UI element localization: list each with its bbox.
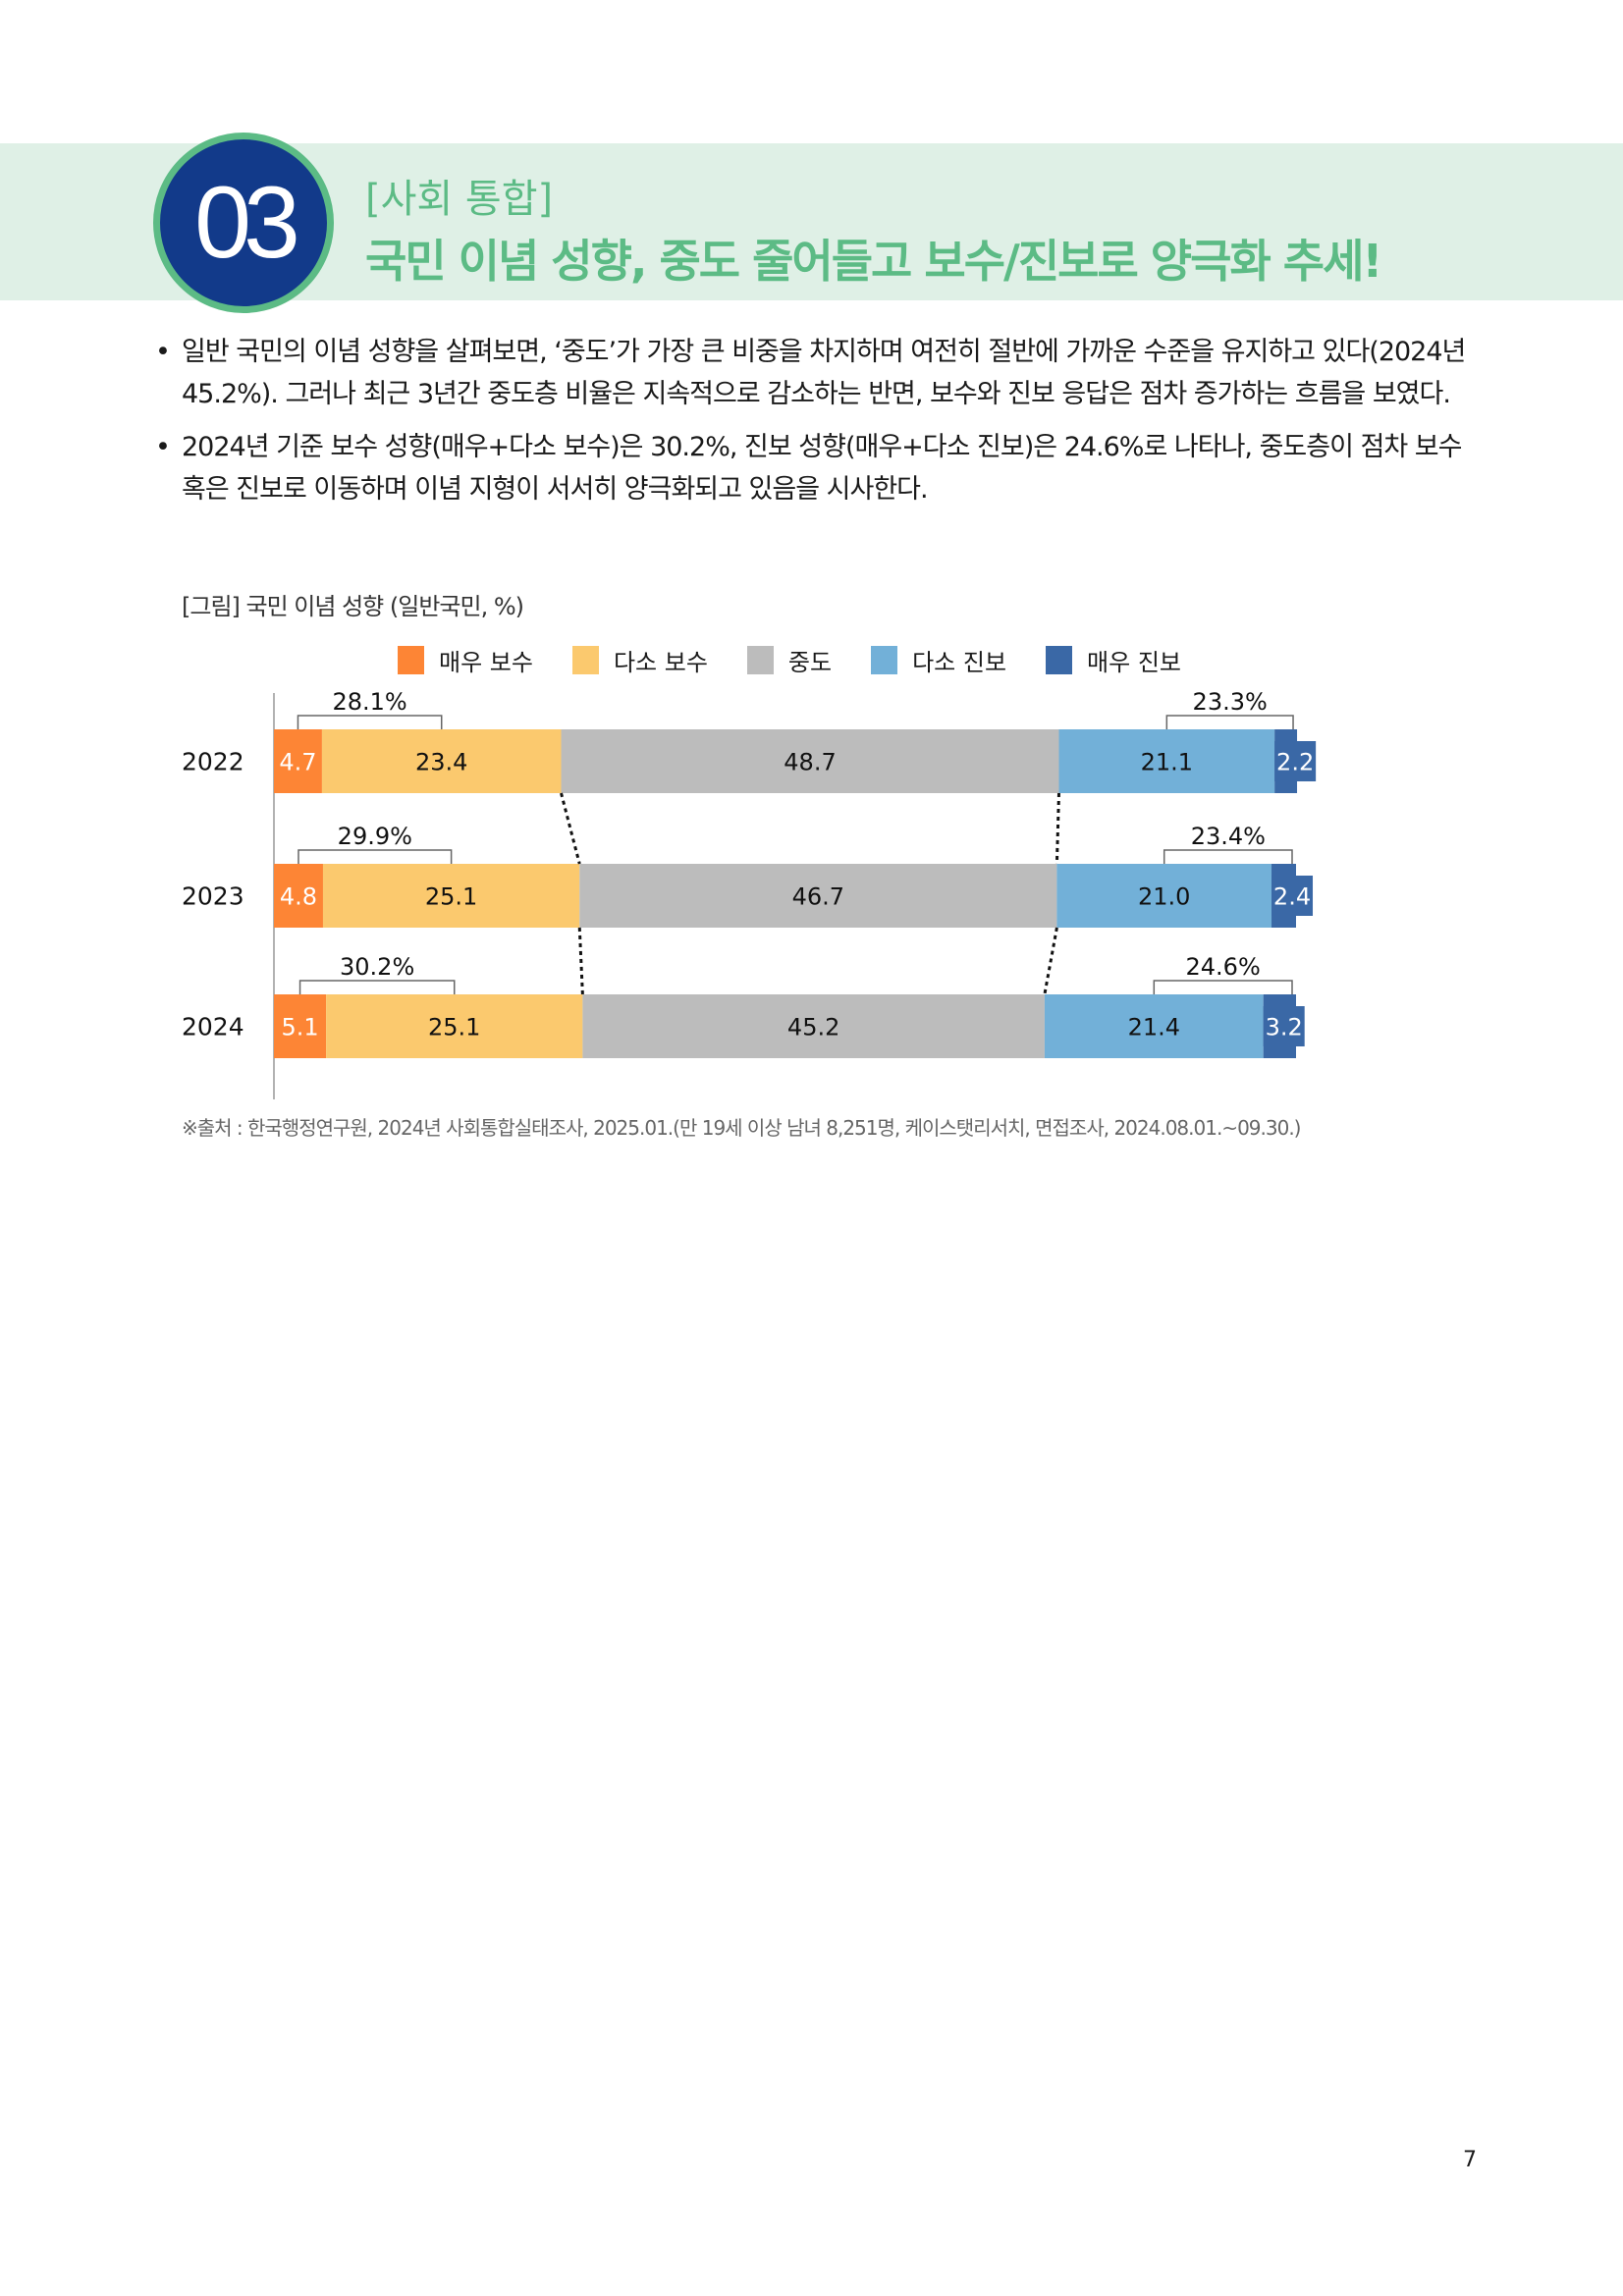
conservative-total: 28.1% bbox=[332, 688, 406, 716]
legend-swatch bbox=[746, 646, 774, 674]
data-label: 48.7 bbox=[784, 749, 836, 776]
chart-title: [그림] 국민 이념 성향 (일반국민, %) bbox=[182, 593, 524, 620]
data-label: 2.2 bbox=[1276, 749, 1314, 776]
legend-label: 매우 진보 bbox=[1087, 649, 1181, 676]
bar-segment bbox=[1056, 864, 1272, 928]
legend-item: 매우 보수 bbox=[398, 643, 533, 677]
legend-label: 중도 bbox=[787, 649, 833, 676]
conservative-total: 30.2% bbox=[340, 953, 414, 981]
progressive-total: 24.6% bbox=[1186, 953, 1261, 981]
connector-line bbox=[577, 927, 584, 995]
progressive-bracket bbox=[1165, 715, 1294, 729]
legend-label: 다소 진보 bbox=[912, 649, 1007, 676]
bar-segment bbox=[582, 994, 1045, 1058]
data-label: 21.1 bbox=[1141, 749, 1193, 776]
bar-segment bbox=[1058, 729, 1275, 793]
category-label: 2022 bbox=[182, 748, 244, 776]
connector-line bbox=[1043, 927, 1058, 995]
chart-legend: 매우 보수 다소 보수 중도 다소 진보 매우 진보 bbox=[398, 643, 1220, 677]
bullet-dot: • bbox=[155, 432, 171, 462]
bar-label-box bbox=[1263, 1006, 1305, 1046]
source-note: ※출처 : 한국행정연구원, 2024년 사회통합실태조사, 2025.01.(… bbox=[182, 1116, 1301, 1140]
bar-segment bbox=[579, 864, 1057, 928]
data-label: 4.8 bbox=[280, 883, 317, 911]
bullet-dot: • bbox=[155, 337, 171, 367]
progressive-bracket bbox=[1163, 849, 1293, 864]
bar-segment bbox=[1044, 994, 1264, 1058]
bullet-item: • 2024년 기준 보수 성향(매우+다소 보수)은 30.2%, 진보 성향… bbox=[155, 427, 1476, 510]
data-label: 45.2 bbox=[787, 1014, 839, 1041]
section-category: [사회 통합] bbox=[365, 177, 554, 222]
data-label: 3.2 bbox=[1266, 1014, 1303, 1041]
category-label: 2024 bbox=[182, 1013, 244, 1041]
bullet-item: • 일반 국민의 이념 성향을 살펴보면, ‘중도’가 가장 큰 비중을 차지하… bbox=[155, 332, 1476, 415]
conservative-total: 29.9% bbox=[338, 823, 412, 850]
section-number-badge: 03 bbox=[153, 133, 334, 313]
bullet-text: 일반 국민의 이념 성향을 살펴보면, ‘중도’가 가장 큰 비중을 차지하며 … bbox=[182, 337, 1466, 409]
bullet-list: • 일반 국민의 이념 성향을 살펴보면, ‘중도’가 가장 큰 비중을 차지하… bbox=[155, 332, 1476, 522]
legend-swatch bbox=[1046, 646, 1073, 674]
stacked-bar-chart: 2022 4.7 23.4 48.7 21.1 2.2 28.1% 23.3% 2023 4.8 2… bbox=[182, 688, 1317, 1099]
bar-segment bbox=[322, 864, 580, 928]
conservative-bracket bbox=[298, 980, 456, 994]
bar-segment bbox=[321, 729, 562, 793]
progressive-total: 23.4% bbox=[1191, 823, 1266, 850]
legend-item: 중도 bbox=[746, 643, 833, 677]
bar-label-box bbox=[1271, 876, 1314, 916]
connector-line bbox=[560, 792, 581, 865]
bar-segment bbox=[274, 994, 327, 1058]
legend-swatch bbox=[871, 646, 898, 674]
connector-line bbox=[1055, 792, 1060, 865]
data-label: 25.1 bbox=[428, 1014, 480, 1041]
data-label: 4.7 bbox=[279, 749, 316, 776]
page-title: 국민 이념 성향, 중도 줄어들고 보수/진보로 양극화 추세! bbox=[365, 235, 1382, 288]
progressive-bracket bbox=[1153, 980, 1293, 994]
data-label: 21.0 bbox=[1138, 883, 1190, 911]
progressive-total: 23.3% bbox=[1193, 688, 1268, 716]
data-label: 25.1 bbox=[425, 883, 477, 911]
bar-segment bbox=[561, 729, 1059, 793]
data-label: 21.4 bbox=[1128, 1014, 1180, 1041]
bar-segment bbox=[326, 994, 583, 1058]
bullet-text: 2024년 기준 보수 성향(매우+다소 보수)은 30.2%, 진보 성향(매… bbox=[182, 432, 1462, 505]
bar-segment bbox=[274, 864, 323, 928]
data-label: 5.1 bbox=[281, 1014, 318, 1041]
data-label: 2.4 bbox=[1273, 883, 1311, 911]
data-label: 23.4 bbox=[415, 749, 467, 776]
legend-item: 매우 진보 bbox=[1046, 643, 1181, 677]
legend-swatch bbox=[398, 646, 424, 674]
data-label: 46.7 bbox=[792, 883, 844, 911]
legend-item: 다소 보수 bbox=[571, 643, 708, 677]
legend-item: 다소 진보 bbox=[871, 643, 1006, 677]
conservative-bracket bbox=[297, 715, 443, 729]
legend-label: 다소 보수 bbox=[613, 649, 708, 676]
conservative-bracket bbox=[298, 849, 453, 864]
bar-label-box bbox=[1274, 741, 1317, 781]
category-label: 2023 bbox=[182, 882, 244, 911]
legend-label: 매우 보수 bbox=[439, 649, 533, 676]
page-number: 7 bbox=[1463, 2148, 1477, 2172]
bar-segment bbox=[274, 729, 322, 793]
legend-swatch bbox=[571, 646, 599, 674]
